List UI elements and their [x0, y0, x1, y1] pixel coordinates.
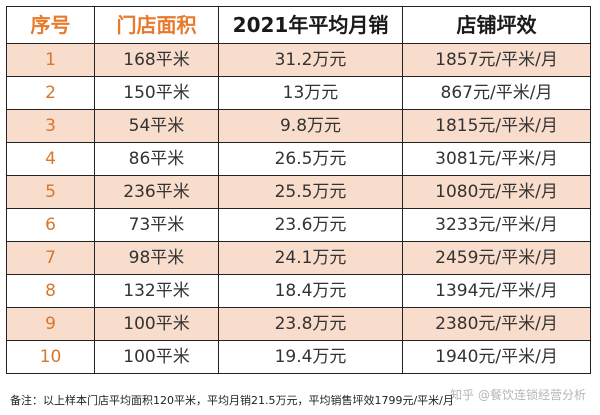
table-row: 5 236平米 25.5万元 1080元/平米/月 — [6, 175, 591, 209]
cell-store-area: 150平米 — [94, 76, 219, 110]
cell-store-area: 98平米 — [94, 241, 219, 275]
cell-index: 9 — [6, 307, 95, 341]
table-row: 1 168平米 31.2万元 1857元/平米/月 — [6, 43, 591, 77]
table-row: 8 132平米 18.4万元 1394元/平米/月 — [6, 274, 591, 308]
cell-efficiency: 2459元/平米/月 — [402, 241, 591, 275]
cell-efficiency: 2380元/平米/月 — [402, 307, 591, 341]
cell-efficiency: 3081元/平米/月 — [402, 142, 591, 176]
table-row: 4 86平米 26.5万元 3081元/平米/月 — [6, 142, 591, 176]
cell-monthly-sales: 24.1万元 — [218, 241, 403, 275]
table-header-row: 序号 门店面积 2021年平均月销 店铺坪效 — [6, 6, 591, 44]
cell-monthly-sales: 19.4万元 — [218, 340, 403, 374]
cell-monthly-sales: 25.5万元 — [218, 175, 403, 209]
header-index: 序号 — [6, 6, 95, 44]
cell-efficiency: 1394元/平米/月 — [402, 274, 591, 308]
cell-index: 3 — [6, 109, 95, 143]
cell-store-area: 132平米 — [94, 274, 219, 308]
cell-efficiency: 867元/平米/月 — [402, 76, 591, 110]
cell-monthly-sales: 23.8万元 — [218, 307, 403, 341]
cell-store-area: 168平米 — [94, 43, 219, 77]
cell-monthly-sales: 23.6万元 — [218, 208, 403, 242]
data-table: 序号 门店面积 2021年平均月销 店铺坪效 1 168平米 31.2万元 1857元… — [6, 6, 591, 374]
cell-monthly-sales: 26.5万元 — [218, 142, 403, 176]
footnote: 备注：以上样本门店平均面积120平米，平均月销21.5万元，平均销售坪效1799… — [10, 394, 454, 407]
cell-store-area: 86平米 — [94, 142, 219, 176]
cell-store-area: 100平米 — [94, 307, 219, 341]
cell-store-area: 236平米 — [94, 175, 219, 209]
cell-store-area: 100平米 — [94, 340, 219, 374]
cell-index: 6 — [6, 208, 95, 242]
table-row: 9 100平米 23.8万元 2380元/平米/月 — [6, 307, 591, 341]
table-row: 10 100平米 19.4万元 1940元/平米/月 — [6, 340, 591, 374]
watermark: 知乎 @餐饮连锁经营分析 — [450, 388, 586, 402]
cell-store-area: 73平米 — [94, 208, 219, 242]
cell-index: 10 — [6, 340, 95, 374]
cell-index: 8 — [6, 274, 95, 308]
cell-index: 4 — [6, 142, 95, 176]
cell-efficiency: 1080元/平米/月 — [402, 175, 591, 209]
cell-store-area: 54平米 — [94, 109, 219, 143]
cell-efficiency: 1857元/平米/月 — [402, 43, 591, 77]
table-row: 2 150平米 13万元 867元/平米/月 — [6, 76, 591, 110]
cell-index: 2 — [6, 76, 95, 110]
cell-monthly-sales: 31.2万元 — [218, 43, 403, 77]
cell-index: 1 — [6, 43, 95, 77]
cell-monthly-sales: 13万元 — [218, 76, 403, 110]
cell-efficiency: 3233元/平米/月 — [402, 208, 591, 242]
cell-efficiency: 1940元/平米/月 — [402, 340, 591, 374]
header-monthly-sales: 2021年平均月销 — [218, 6, 403, 44]
cell-index: 7 — [6, 241, 95, 275]
cell-monthly-sales: 9.8万元 — [218, 109, 403, 143]
table-row: 6 73平米 23.6万元 3233元/平米/月 — [6, 208, 591, 242]
cell-index: 5 — [6, 175, 95, 209]
cell-efficiency: 1815元/平米/月 — [402, 109, 591, 143]
cell-monthly-sales: 18.4万元 — [218, 274, 403, 308]
table-row: 7 98平米 24.1万元 2459元/平米/月 — [6, 241, 591, 275]
header-store-area: 门店面积 — [94, 6, 219, 44]
header-efficiency: 店铺坪效 — [402, 6, 591, 44]
table-row: 3 54平米 9.8万元 1815元/平米/月 — [6, 109, 591, 143]
